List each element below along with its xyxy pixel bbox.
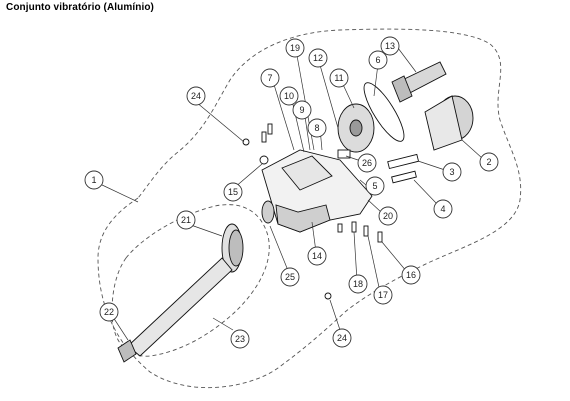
- svg-text:14: 14: [312, 251, 322, 261]
- callout-24-bottom: 24: [332, 328, 352, 348]
- callout-13: 13: [380, 36, 400, 56]
- callout-17: 17: [373, 285, 393, 305]
- main-assembly-boundary: [97, 28, 522, 389]
- svg-text:16: 16: [406, 270, 416, 280]
- part-24b: [324, 292, 332, 300]
- svg-text:20: 20: [383, 211, 393, 221]
- callout-8: 8: [307, 118, 327, 138]
- assembly-boundaries: [97, 28, 522, 389]
- svg-text:17: 17: [378, 290, 388, 300]
- svg-text:18: 18: [353, 279, 363, 289]
- callout-12: 12: [308, 48, 328, 68]
- svg-text:2: 2: [486, 157, 491, 167]
- svg-text:9: 9: [299, 105, 304, 115]
- svg-text:7: 7: [267, 73, 272, 83]
- svg-text:23: 23: [235, 334, 245, 344]
- part-15: [259, 155, 269, 165]
- svg-text:3: 3: [449, 167, 454, 177]
- callout-5: 5: [365, 176, 385, 196]
- svg-text:13: 13: [385, 41, 395, 51]
- callout-11: 11: [329, 68, 349, 88]
- svg-text:10: 10: [284, 91, 294, 101]
- housing-shading: [275, 204, 331, 233]
- callout-15: 15: [223, 182, 243, 202]
- pulley-11-hub: [349, 119, 363, 137]
- flange-21-face: [228, 229, 244, 267]
- svg-text:26: 26: [362, 158, 372, 168]
- callout-1: 1: [84, 170, 104, 190]
- belt-6: [363, 82, 405, 142]
- fastener-bolts: [261, 123, 383, 243]
- svg-text:15: 15: [228, 187, 238, 197]
- callout-10: 10: [279, 86, 299, 106]
- callout-4: 4: [433, 199, 453, 219]
- svg-text:11: 11: [334, 73, 343, 83]
- callout-20: 20: [378, 206, 398, 226]
- callout-25: 25: [280, 267, 300, 287]
- shaft-subassembly-boundary: [111, 204, 270, 357]
- callout-9: 9: [292, 100, 312, 120]
- callout-6: 6: [368, 50, 388, 70]
- svg-text:22: 22: [104, 307, 114, 317]
- callout-2: 2: [479, 152, 499, 172]
- svg-text:5: 5: [372, 181, 377, 191]
- callout-22: 22: [99, 302, 119, 322]
- shaft-22: [127, 257, 233, 357]
- svg-text:12: 12: [313, 53, 323, 63]
- part-24a: [242, 138, 250, 146]
- svg-text:6: 6: [375, 55, 380, 65]
- callout-16: 16: [401, 265, 421, 285]
- callout-26: 26: [357, 153, 377, 173]
- svg-text:24: 24: [191, 91, 201, 101]
- callout-balloons: 1 2 3 4 5 6 7 8 9 10 11 12 13 14 15 16 1…: [84, 36, 499, 349]
- motor-pulley: [391, 75, 413, 103]
- shaft-22-tip: [117, 339, 137, 363]
- wedge-3: [387, 153, 420, 170]
- page-title: Conjunto vibratório (Alumínio): [6, 2, 154, 13]
- callout-18: 18: [348, 274, 368, 294]
- leader-23: [212, 317, 234, 331]
- callout-21: 21: [176, 210, 196, 230]
- svg-text:21: 21: [181, 215, 191, 225]
- svg-text:4: 4: [440, 204, 445, 214]
- part-26: [337, 149, 351, 159]
- callout-23: 23: [230, 329, 250, 349]
- callout-3: 3: [442, 162, 462, 182]
- wedge-4: [391, 170, 417, 184]
- callout-24-top: 24: [186, 86, 206, 106]
- callout-7: 7: [260, 68, 280, 88]
- svg-text:25: 25: [285, 272, 295, 282]
- svg-text:24: 24: [337, 333, 347, 343]
- housing-cover: [281, 155, 333, 191]
- callout-14: 14: [307, 246, 327, 266]
- svg-text:8: 8: [314, 123, 319, 133]
- parts: [117, 61, 474, 363]
- bearing-25: [261, 200, 275, 224]
- svg-text:19: 19: [290, 43, 300, 53]
- leader-1: [99, 183, 139, 203]
- svg-text:1: 1: [91, 175, 96, 185]
- callout-19: 19: [285, 38, 305, 58]
